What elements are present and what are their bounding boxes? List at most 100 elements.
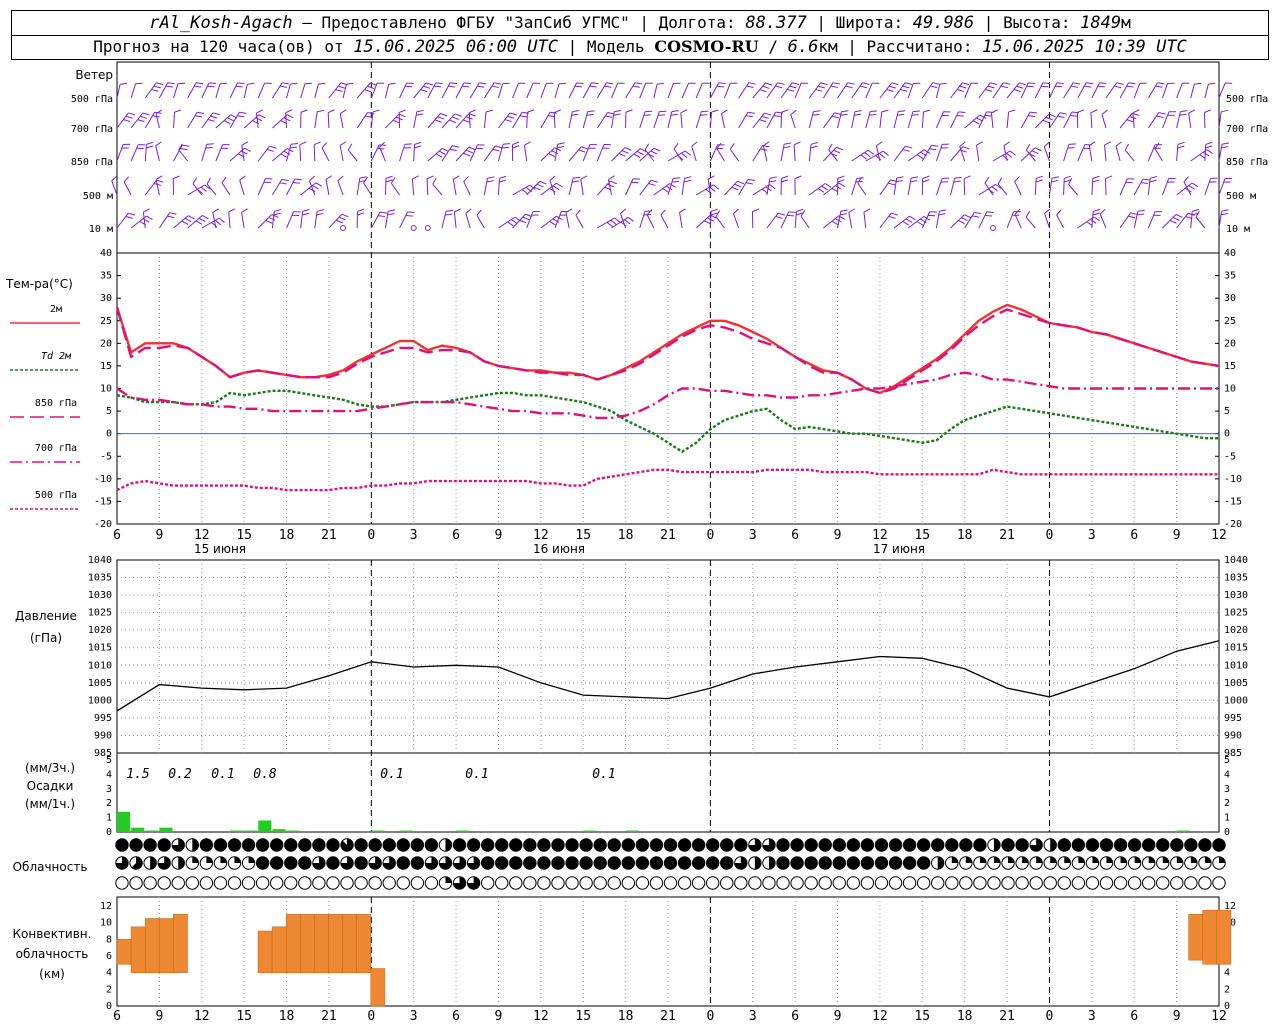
wind-barb-icon: [1063, 111, 1073, 129]
wind-barb-icon: [187, 112, 198, 129]
wind-barb-icon: [921, 82, 934, 99]
precip-tick-right: 4: [1224, 769, 1230, 780]
wind-barb-feather: [775, 215, 783, 219]
wind-barb-feather: [896, 176, 904, 179]
wind-barb-icon: [483, 178, 488, 196]
wind-barb-feather: [239, 175, 246, 181]
cloud-symbol-icon: [860, 876, 875, 890]
wind-barb-feather: [155, 141, 162, 147]
wind-barb-feather: [910, 180, 918, 183]
wind-barb-feather: [834, 112, 842, 116]
wind-barb-icon: [950, 82, 963, 99]
temp-tick-left: -5: [100, 451, 112, 462]
wind-barb-icon: [399, 211, 409, 229]
wind-barb-icon: [794, 211, 797, 229]
wind-barb-icon: [978, 82, 991, 99]
wind-barb-feather: [1126, 119, 1134, 123]
model-resolution: 6.6: [787, 37, 819, 57]
wind-barb-feather: [715, 210, 721, 217]
cloud-overcast-icon: [650, 856, 663, 870]
wind-barb-feather: [1221, 142, 1230, 145]
wind-barb-icon: [729, 148, 740, 162]
wind-barb-feather: [365, 115, 373, 118]
wind-barb-icon: [762, 145, 768, 162]
wind-barb-icon: [257, 145, 270, 162]
cloud-overcast-icon: [481, 856, 494, 870]
wind-barb-feather: [891, 212, 899, 216]
hour-label-bottom: 12: [194, 1009, 210, 1024]
cloud-fraction-icon: [150, 856, 157, 870]
wind-barb-icon: [800, 215, 810, 229]
wind-barb-icon: [978, 183, 996, 196]
wind-barb-feather: [898, 110, 906, 113]
wind-barb-feather: [838, 182, 845, 187]
wind-barb-feather: [495, 145, 503, 149]
cloud-symbol-icon: [663, 876, 678, 890]
wind-barb-feather: [449, 119, 457, 124]
cloud-fraction-icon: [1050, 856, 1057, 863]
cloud-overcast-icon: [678, 838, 691, 852]
wind-barb-icon: [144, 82, 157, 99]
wind-barb-icon: [286, 83, 291, 99]
pressure-tick-right: 1015: [1224, 643, 1248, 654]
wind-barb-icon: [1176, 111, 1181, 129]
cloud-overcast-icon: [734, 838, 748, 852]
header-row-station: rAl_Kosh-Agach – Предоставлено ФГБУ "Зап…: [12, 11, 1268, 36]
cloud-symbol-icon: [888, 876, 903, 890]
pressure-tick-left: 1030: [88, 590, 112, 601]
wind-barb-feather: [684, 150, 691, 156]
wind-barb-feather: [864, 152, 871, 158]
wind-barb-feather: [494, 82, 502, 85]
wind-barb-icon: [1091, 178, 1094, 196]
wind-barb-feather: [707, 175, 715, 180]
temp-tick-left: -20: [94, 519, 112, 530]
wind-barb-feather: [244, 147, 251, 152]
wind-barb-icon: [1133, 178, 1144, 196]
cloud-overcast-icon: [1086, 838, 1099, 852]
wind-barb-feather: [446, 209, 454, 212]
wind-barb-feather: [1006, 152, 1013, 158]
wind-barb-icon: [483, 145, 496, 162]
pressure-tick-left: 1020: [88, 625, 112, 636]
wind-barb-feather: [765, 82, 773, 86]
wind-barb-feather: [824, 183, 832, 188]
wind-barb-icon: [851, 82, 863, 99]
wind-barb-feather: [1177, 145, 1185, 149]
wind-barb-icon: [695, 82, 703, 99]
cloud-symbol-icon: [537, 876, 551, 890]
wind-barb-icon: [540, 215, 557, 229]
wind-barb-feather: [227, 117, 234, 122]
wind-barb-feather: [405, 214, 413, 217]
wind-barb-feather: [633, 153, 641, 158]
cloud-symbol-icon: [227, 876, 242, 890]
wind-barb-icon: [452, 179, 457, 196]
hour-label: 3: [749, 528, 757, 543]
wind-barb-icon: [639, 83, 647, 99]
cloud-overcast-icon: [481, 838, 494, 852]
wind-barb-feather: [499, 175, 507, 179]
cloud-overcast-icon: [1114, 838, 1127, 852]
wind-barb-feather: [1035, 179, 1043, 183]
wind-barb-feather: [964, 214, 971, 219]
wind-barb-feather: [432, 177, 437, 185]
hour-label-bottom: 6: [1130, 1009, 1138, 1024]
wind-barb-feather: [721, 109, 728, 115]
wind-barb-feather: [194, 85, 202, 88]
precip-tick-right: 5: [1224, 755, 1230, 766]
precip-bar: [1176, 830, 1190, 832]
wind-barb-icon: [1099, 213, 1107, 229]
cloud-symbol-icon: [1113, 876, 1128, 890]
wind-barb-feather: [1188, 109, 1196, 114]
wind-barb-feather: [961, 217, 968, 222]
cloud-symbol-icon: [902, 876, 917, 890]
wind-barb-feather: [165, 85, 173, 88]
cloud-overcast-icon: [115, 838, 129, 852]
cloud-fraction-icon: [1036, 856, 1043, 863]
cloud-symbol-icon: [846, 876, 861, 890]
wind-barb-icon: [1006, 211, 1015, 229]
wind-barb-icon: [738, 82, 750, 99]
wind-barb-feather: [367, 85, 375, 90]
wind-barb-feather: [1086, 82, 1094, 85]
wind-barb-feather: [710, 214, 717, 219]
wind-barb-feather: [512, 141, 520, 146]
